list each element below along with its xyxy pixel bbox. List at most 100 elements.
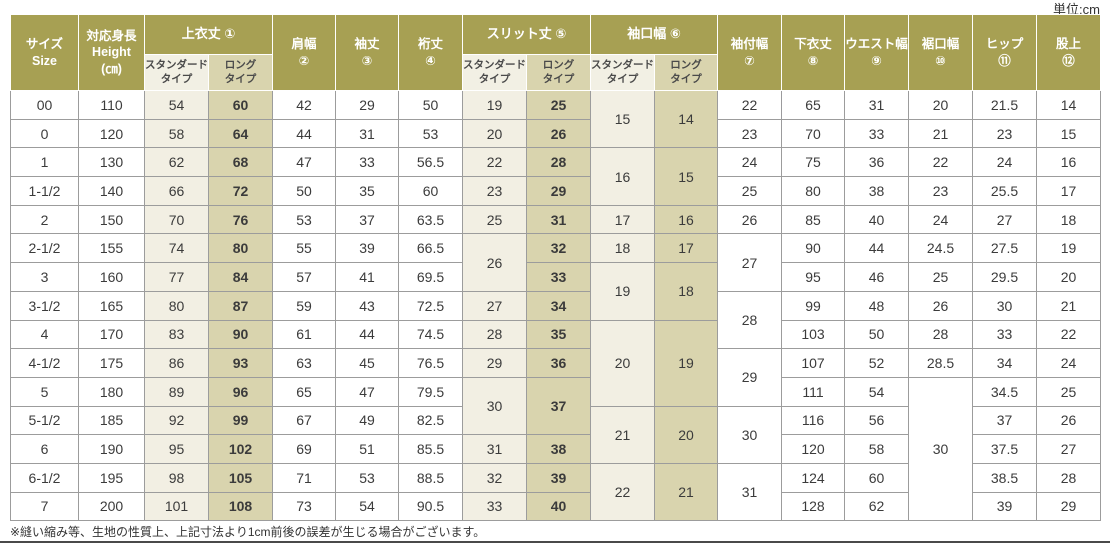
value-cell: 35 [335,176,399,206]
value-cell: 17 [654,233,718,264]
table-header: サイズ Size 対応身長 Height (㎝) 上衣丈 ① 肩幅 ② 袖丈 ③… [10,14,1101,91]
value-cell: 66 [144,176,209,206]
value-cell: 22 [1036,319,1101,350]
value-cell: 93 [208,348,273,378]
size-cell: 1 [10,147,79,178]
value-cell: 42 [272,90,336,120]
value-cell: 160 [78,262,145,292]
value-cell: 63 [272,348,336,378]
value-cell: 51 [335,434,399,464]
value-cell: 27 [1036,434,1101,464]
value-cell: 63.5 [398,204,463,235]
value-cell: 120 [78,118,145,149]
value-cell: 85 [781,204,845,235]
size-cell: 6-1/2 [10,462,79,493]
value-cell: 30 [908,376,973,522]
col-header-sleeve-attach-width: 袖付幅 ⑦ [717,14,782,91]
value-cell: 111 [781,376,845,407]
col-header-yuki-length: 裄丈 ④ [398,14,463,91]
value-cell: 34 [972,348,1037,378]
value-cell: 36 [526,348,591,378]
value-cell: 80 [208,233,273,264]
value-cell: 65 [781,90,845,120]
value-cell: 195 [78,462,145,493]
value-cell: 16 [654,204,718,235]
value-cell: 96 [208,376,273,407]
value-cell: 34.5 [972,376,1037,407]
size-cell: 00 [10,90,79,120]
value-cell: 22 [590,462,655,522]
value-cell: 70 [781,118,845,149]
value-cell: 29 [717,348,782,407]
value-cell: 66.5 [398,233,463,264]
value-cell: 77 [144,262,209,292]
value-cell: 31 [844,90,909,120]
value-cell: 108 [208,491,273,522]
value-cell: 60 [208,90,273,120]
value-cell: 60 [398,176,463,206]
value-cell: 30 [717,405,782,464]
value-cell: 21 [1036,290,1101,321]
value-cell: 34 [526,290,591,321]
subheader-slit-standard: スタンダード タイプ [462,54,527,91]
value-cell: 95 [781,262,845,292]
value-cell: 20 [1036,262,1101,292]
value-cell: 39 [526,462,591,493]
value-cell: 55 [272,233,336,264]
value-cell: 15 [1036,118,1101,149]
value-cell: 28 [462,319,527,350]
value-cell: 61 [272,319,336,350]
value-cell: 23 [972,118,1037,149]
value-cell: 72 [208,176,273,206]
size-cell: 1-1/2 [10,176,79,206]
value-cell: 38 [526,434,591,464]
value-cell: 32 [462,462,527,493]
value-cell: 120 [781,434,845,464]
value-cell: 33 [462,491,527,522]
table-row: 00 110 54 60 42 29 50 19 25 15 14 22 65 31 20 21.5 14 [10,89,1101,149]
value-cell: 27 [717,233,782,292]
value-cell: 72.5 [398,290,463,321]
value-cell: 46 [844,262,909,292]
value-cell: 40 [526,491,591,522]
value-cell: 17 [1036,176,1101,206]
value-cell: 25.5 [972,176,1037,206]
value-cell: 71 [272,462,336,493]
table-row: 5 180 89 96 65 47 79.5 30 37 111 54 30 34.5 25 [10,376,1101,522]
value-cell: 29 [1036,491,1101,522]
value-cell: 85.5 [398,434,463,464]
value-cell: 22 [717,90,782,120]
value-cell: 76.5 [398,348,463,378]
value-cell: 74.5 [398,319,463,350]
value-cell: 56.5 [398,147,463,178]
table-row: 3 160 77 84 57 41 69.5 33 19 18 95 46 25 29.5 20 [10,262,1101,321]
size-cell: 2-1/2 [10,233,79,264]
value-cell: 24 [717,147,782,178]
value-cell: 185 [78,405,145,436]
value-cell: 18 [654,262,718,321]
value-cell: 26 [717,204,782,235]
value-cell: 53 [398,118,463,149]
col-header-pants-length: 下衣丈 ⑧ [781,14,845,91]
value-cell: 140 [78,176,145,206]
value-cell: 30 [972,290,1037,321]
value-cell: 90.5 [398,491,463,522]
value-cell: 19 [654,319,718,407]
value-cell: 29 [335,90,399,120]
value-cell: 90 [208,319,273,350]
value-cell: 65 [272,376,336,407]
col-header-jacket-length: 上衣丈 ① [144,14,273,55]
value-cell: 124 [781,462,845,493]
value-cell: 200 [78,491,145,522]
bottom-divider [0,541,1110,543]
value-cell: 80 [781,176,845,206]
value-cell: 27 [972,204,1037,235]
value-cell: 57 [272,262,336,292]
value-cell: 22 [908,147,973,178]
value-cell: 43 [335,290,399,321]
subheader-jacket-standard: スタンダード タイプ [144,54,209,91]
value-cell: 75 [781,147,845,178]
value-cell: 128 [781,491,845,522]
value-cell: 58 [144,118,209,149]
value-cell: 64 [208,118,273,149]
